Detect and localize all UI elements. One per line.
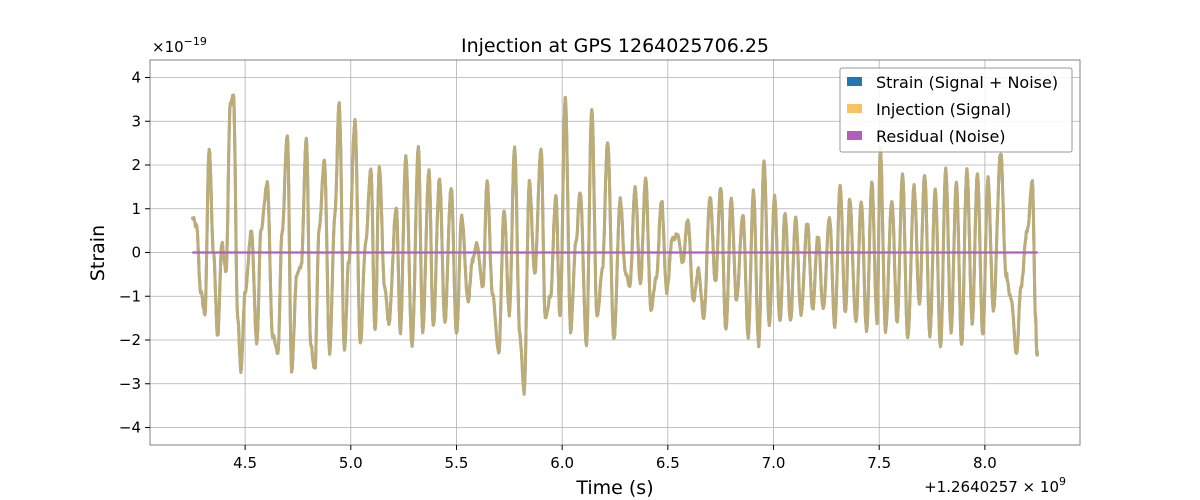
y-axis-title: Strain — [87, 225, 109, 281]
x-tick-label: 5.0 — [339, 454, 363, 472]
x-tick-label: 7.0 — [762, 454, 786, 472]
legend-swatch-residual — [847, 131, 862, 140]
y-tick-label: 0 — [131, 244, 141, 262]
y-scale-label: ×10−19 — [152, 35, 207, 56]
y-tick-label: −4 — [119, 419, 141, 437]
x-offset-label: +1.2640257 × 109 — [924, 475, 1066, 496]
legend-swatch-injection — [847, 104, 862, 113]
y-scale-exponent: −19 — [184, 35, 207, 48]
legend: Strain (Signal + Noise) Injection (Signa… — [839, 67, 1073, 153]
x-tick-label: 4.5 — [233, 454, 257, 472]
y-tick-label: −3 — [119, 375, 141, 393]
y-tick-label: 1 — [131, 200, 141, 218]
legend-swatch-strain — [847, 77, 862, 86]
legend-label-injection: Injection (Signal) — [876, 100, 1011, 119]
x-tick-label: 7.5 — [867, 454, 891, 472]
x-tick-label: 6.0 — [550, 454, 574, 472]
x-offset-base: +1.2640257 × 10 — [924, 478, 1059, 496]
y-tick-label: −1 — [119, 287, 141, 305]
y-tick-label: 3 — [131, 112, 141, 130]
x-offset-exponent: 9 — [1059, 475, 1066, 488]
legend-label-strain: Strain (Signal + Noise) — [876, 73, 1058, 92]
series-layer — [190, 93, 1040, 396]
y-tick-label: 2 — [131, 156, 141, 174]
legend-box — [839, 67, 1073, 153]
y-tick-label: 4 — [131, 69, 141, 87]
y-tick-label: −2 — [119, 331, 141, 349]
injection-overlay-line — [190, 93, 1040, 396]
y-scale-base: ×10 — [152, 38, 184, 56]
x-tick-label: 6.5 — [656, 454, 680, 472]
chart-title: Injection at GPS 1264025706.25 — [461, 35, 769, 57]
x-tick-label: 8.0 — [973, 454, 997, 472]
ticks: 4.5 5.0 5.5 6.0 6.5 7.0 7.5 8.0 −4 −3 −2 −1 0 1 2 3 4 — [119, 69, 997, 473]
x-axis-title: Time (s) — [575, 477, 653, 499]
legend-label-residual: Residual (Noise) — [876, 127, 1006, 146]
x-tick-label: 5.5 — [445, 454, 469, 472]
